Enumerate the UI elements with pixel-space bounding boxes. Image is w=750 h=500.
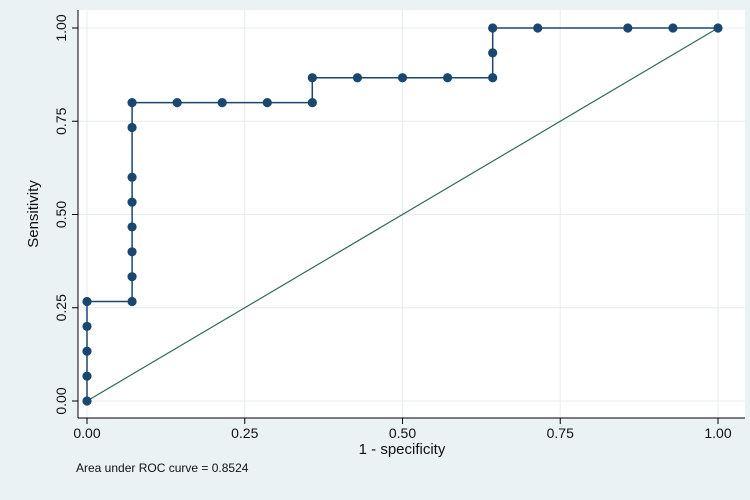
roc-point [82,371,92,381]
roc-point [488,23,498,33]
y-tick-label: 0.75 [53,107,69,134]
roc-point [82,346,92,356]
x-tick-label: 0.00 [73,425,100,441]
roc-point [307,73,317,83]
y-tick-label: 0.00 [53,387,69,414]
grid-lines [78,10,745,418]
roc-point [127,172,137,182]
roc-point [217,98,227,108]
auc-note: Area under ROC curve = 0.8524 [76,461,249,475]
roc-point [623,23,633,33]
roc-curve-layer [86,27,718,401]
roc-point [127,197,137,207]
roc-point [352,73,363,83]
roc-point [262,98,272,108]
roc-point [442,73,453,83]
roc-point [307,98,317,108]
x-tick-label: 0.25 [231,425,258,441]
roc-point [82,321,92,331]
roc-point [172,98,182,108]
x-tick-label: 0.75 [547,425,574,441]
y-tick-label: 1.00 [53,14,69,41]
y-axis-title: Sensitivity [25,180,42,248]
axes [72,10,745,424]
x-axis-title: 1 - specificity [359,441,446,458]
roc-point [127,296,137,307]
roc-point [82,396,92,406]
roc-points-layer [82,23,723,406]
roc-point [127,247,137,257]
x-tick-label: 1.00 [704,425,731,441]
roc-point [82,296,92,307]
y-tick-label: 0.50 [53,201,69,228]
roc-point [713,23,723,33]
roc-curve-line [86,27,718,401]
roc-point [668,23,678,33]
reference-line [86,27,719,402]
y-tick-label: 0.25 [53,294,69,321]
roc-point [488,73,498,83]
roc-point [127,98,137,108]
roc-point [127,122,137,133]
roc-point [127,222,137,232]
roc-point [488,48,498,58]
roc-point [127,272,137,282]
x-tick-label: 0.50 [389,425,416,441]
reference-line-layer [86,27,719,402]
roc-point [397,73,408,83]
tick-labels: 0.00 0.25 0.50 0.75 1.00 0.00 0.25 0.50 0.75 1.00 [53,14,732,441]
roc-point [533,23,543,33]
